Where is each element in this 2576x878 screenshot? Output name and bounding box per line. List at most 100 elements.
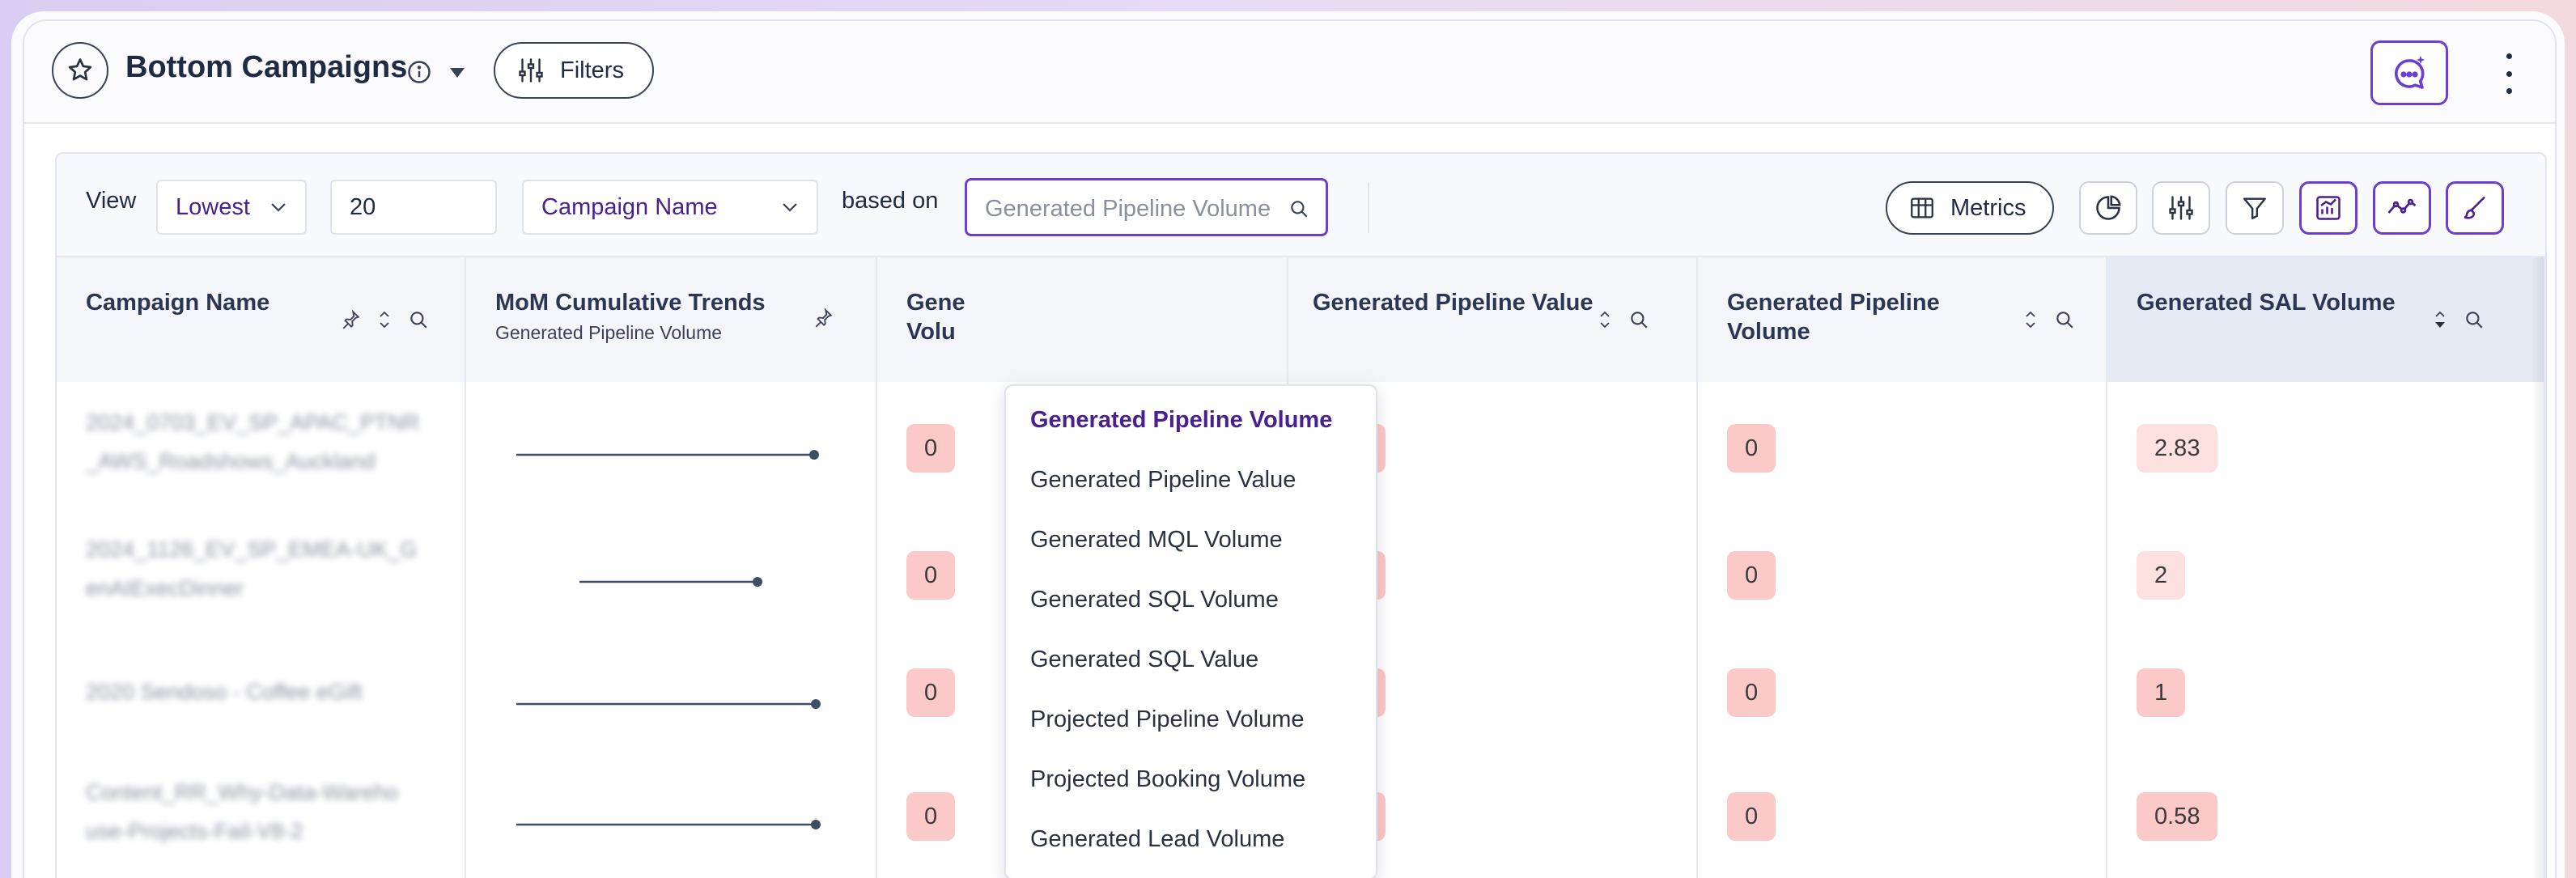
column-header-generated-volume[interactable]: Gene Volu — [877, 257, 1288, 384]
dropdown-option[interactable]: Generated SQL Volume — [1030, 587, 1279, 613]
table-card: View Lowest 20 Campaign Name based on Me… — [55, 152, 2547, 878]
bar-trend-button[interactable] — [2299, 181, 2357, 235]
column-label: Campaign Name — [86, 290, 270, 316]
ai-assistant-button[interactable] — [2370, 40, 2448, 105]
dropdown-option[interactable]: Generated Pipeline Value — [1030, 467, 1296, 493]
search-icon[interactable] — [2464, 309, 2485, 330]
table-toolbar: View Lowest 20 Campaign Name based on Me… — [57, 154, 2545, 256]
value-badge: 2 — [2137, 551, 2186, 600]
metric-dropdown-menu: Generated Pipeline Volume Generated Pipe… — [1004, 384, 1377, 878]
sort-icon[interactable] — [1598, 309, 1612, 330]
campaign-name-cell: Content_RR_Why-Data-Wareho use-Projects-F… — [57, 750, 466, 878]
search-icon[interactable] — [408, 309, 429, 330]
metrics-button[interactable]: Metrics — [1886, 181, 2054, 235]
based-on-label: based on — [842, 188, 939, 214]
widget-panel: Bottom Campaigns Filters View Lowest 20 … — [23, 19, 2557, 878]
value-cell: 0 — [1698, 750, 2107, 878]
filter-icon — [2243, 197, 2266, 219]
group-by-value: Campaign Name — [541, 193, 718, 220]
sort-icon[interactable] — [2023, 309, 2038, 330]
sort-icon[interactable] — [377, 309, 392, 330]
value-badge: 2.83 — [2137, 424, 2218, 473]
search-icon — [1291, 201, 1308, 218]
value-cell: 0 — [1698, 636, 2107, 750]
table-header: Campaign Name MoM Cumulative Trends Gene… — [57, 256, 2545, 385]
value-badge: 0 — [1727, 668, 1776, 717]
filters-label: Filters — [560, 57, 624, 83]
dropdown-option[interactable]: Generated SQL Value — [1030, 647, 1259, 672]
more-vertical-icon[interactable] — [2501, 53, 2517, 94]
count-value: 20 — [350, 193, 376, 220]
pie-chart-button[interactable] — [2079, 181, 2137, 235]
trend-sparkline — [516, 820, 821, 829]
column-sublabel: Generated Pipeline Volume — [495, 322, 723, 343]
metric-search-select[interactable] — [965, 178, 1328, 236]
sliders-icon — [519, 58, 543, 83]
value-cell: 1 — [2107, 636, 2545, 750]
column-header-campaign-name[interactable]: Campaign Name — [57, 257, 466, 384]
group-by-select[interactable]: Campaign Name — [522, 180, 818, 235]
star-icon — [68, 58, 92, 81]
column-header-mom-trends[interactable]: MoM Cumulative Trends Generated Pipeline… — [466, 257, 877, 384]
view-select[interactable]: Lowest — [156, 180, 307, 235]
column-label: MoM Cumulative Trends — [495, 290, 766, 316]
pin-icon[interactable] — [813, 308, 834, 329]
table-grid-icon — [1911, 197, 1933, 218]
column-header-generated-sal-volume[interactable]: Generated SAL Volume — [2107, 257, 2545, 384]
adjust-button[interactable] — [2152, 181, 2210, 235]
search-icon[interactable] — [2054, 309, 2075, 330]
caret-down-icon[interactable] — [448, 66, 466, 79]
trend-cell — [466, 382, 877, 509]
value-badge: 0 — [906, 551, 956, 600]
favorite-button[interactable] — [52, 42, 108, 99]
widget-title: Bottom Campaigns — [125, 50, 408, 84]
column-header-generated-pipeline-volume[interactable]: Generated Pipeline Volume — [1698, 257, 2107, 384]
value-badge: 0 — [1727, 424, 1776, 473]
dropdown-option[interactable]: Projected Booking Volume — [1030, 766, 1306, 792]
toolbar-divider — [1368, 183, 1369, 233]
column-label: Generated Pipeline Value — [1313, 290, 1594, 316]
search-icon[interactable] — [1628, 309, 1649, 330]
dropdown-option[interactable]: Generated MQL Volume — [1030, 527, 1283, 553]
info-icon[interactable] — [407, 60, 431, 84]
campaign-name-cell: 2024_1126_EV_SP_EMEA-UK_G enAIExecDinner — [57, 509, 466, 636]
count-input[interactable]: 20 — [330, 180, 497, 235]
value-cell: 2 — [2107, 509, 2545, 636]
filters-button[interactable]: Filters — [494, 42, 654, 99]
chevron-down-icon — [271, 203, 286, 212]
dropdown-option[interactable]: Generated Lead Volume — [1030, 826, 1285, 852]
trend-cell — [466, 636, 877, 750]
dropdown-option[interactable]: Projected Pipeline Volume — [1030, 706, 1305, 732]
pie-chart-icon — [2096, 195, 2121, 220]
brush-button[interactable] — [2446, 181, 2504, 235]
value-badge: 0.58 — [2137, 792, 2218, 841]
bar-trend-icon — [2316, 196, 2340, 220]
view-label: View — [86, 188, 137, 214]
view-select-value: Lowest — [176, 193, 250, 220]
column-header-generated-pipeline-value[interactable]: Generated Pipeline Value — [1288, 257, 1698, 384]
column-label-line2: Volume — [1727, 319, 1810, 345]
trend-sparkline — [516, 450, 819, 460]
trend-cell — [466, 750, 877, 878]
campaign-name: 2020 Sendoso - Coffee eGift — [86, 680, 363, 704]
dropdown-option-selected[interactable]: Generated Pipeline Volume — [1030, 407, 1333, 433]
column-label-line2: Volu — [906, 319, 956, 345]
sliders-icon — [2169, 196, 2193, 220]
brush-icon — [2464, 196, 2485, 219]
value-cell: 2.83 — [2107, 382, 2545, 509]
ai-chat-icon — [2395, 56, 2425, 89]
trend-cell — [466, 509, 877, 636]
sort-desc-icon[interactable] — [2433, 309, 2447, 330]
widget-header: Bottom Campaigns Filters — [24, 21, 2555, 124]
column-label: Generated SAL Volume — [2137, 290, 2396, 316]
line-trend-button[interactable] — [2373, 181, 2431, 235]
campaign-name-cell: 2020 Sendoso - Coffee eGift — [57, 636, 466, 750]
metric-search-input[interactable] — [983, 190, 1278, 227]
pin-icon[interactable] — [340, 309, 361, 330]
filter-button[interactable] — [2226, 181, 2284, 235]
campaign-name-cell: 2024_0703_EV_SP_APAC_PTNR _AWS_Roadshows_… — [57, 382, 466, 509]
trend-sparkline — [579, 577, 762, 587]
campaign-name: 2024_0703_EV_SP_APAC_PTNR _AWS_Roadshows_… — [86, 410, 420, 473]
column-label: Gene — [906, 290, 965, 316]
value-badge: 0 — [906, 668, 956, 717]
